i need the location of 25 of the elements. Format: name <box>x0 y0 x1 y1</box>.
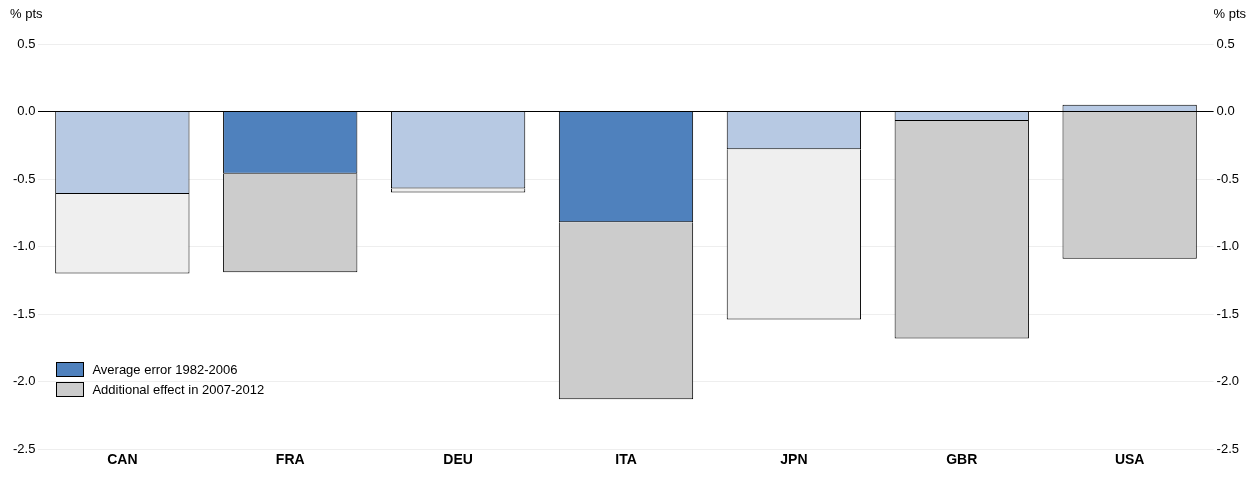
legend-label: Additional effect in 2007-2012 <box>92 381 265 397</box>
x-tick-label: USA <box>1114 451 1145 468</box>
y-tick-label: -0.5 <box>12 170 36 186</box>
x-tick-label: FRA <box>275 451 305 468</box>
y-tick-label: 0.5 <box>17 35 36 51</box>
x-tick-label: GBR <box>946 451 978 468</box>
y-tick-label: -2.5 <box>12 440 36 456</box>
y2-axis-title: % pts <box>1213 6 1247 22</box>
y2-tick-label: 0.0 <box>1216 103 1235 119</box>
y2-tick-label: -0.5 <box>1216 170 1240 186</box>
x-tick-label: JPN <box>780 451 808 468</box>
y2-tick-label: -1.5 <box>1216 305 1240 321</box>
legend-label: Average error 1982-2006 <box>92 361 238 377</box>
x-tick-label: ITA <box>615 451 637 468</box>
x-tick-label: DEU <box>443 451 473 468</box>
y2-tick-label: 0.5 <box>1216 35 1235 51</box>
y2-tick-label: -2.0 <box>1216 373 1240 389</box>
y-tick-label: -2.0 <box>12 373 36 389</box>
x-tick-label: CAN <box>107 451 138 468</box>
y2-tick-label: -2.5 <box>1216 440 1240 456</box>
y2-tick-label: -1.0 <box>1216 238 1240 254</box>
y-axis-title: % pts <box>10 6 44 22</box>
y-tick-label: -1.5 <box>12 305 36 321</box>
y-tick-label: -1.0 <box>12 238 36 254</box>
y-tick-label: 0.0 <box>17 103 36 119</box>
